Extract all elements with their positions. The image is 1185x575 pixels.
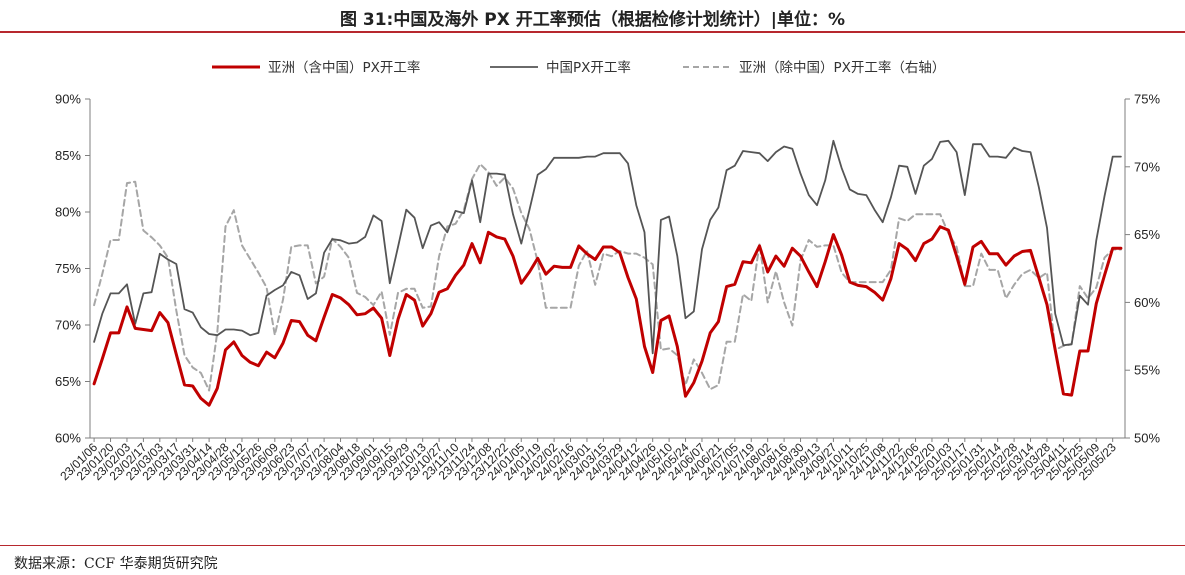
left-axis-tick-label: 80% (55, 205, 81, 220)
right-axis-tick-label: 60% (1134, 295, 1160, 310)
line-chart: 亚洲（含中国）PX开工率 中国PX开工率 亚洲（除中国）PX开工率（右轴） 60%6… (55, 59, 1160, 483)
title-divider (0, 31, 1185, 33)
right-axis-tick-label: 55% (1134, 363, 1160, 378)
legend-label-2: 亚洲（除中国）PX开工率（右轴） (739, 59, 945, 76)
left-axis-tick-label: 60% (55, 431, 81, 446)
right-axis-tick-label: 70% (1134, 159, 1160, 174)
left-axis-tick-label: 75% (55, 261, 81, 276)
series-line-2 (93, 163, 1122, 392)
right-axis-tick-label: 50% (1134, 431, 1160, 446)
left-axis-tick-label: 65% (55, 374, 81, 389)
x-axis-tick-labels: 23/01/0623/01/2023/02/0323/02/1723/03/03… (57, 438, 1119, 483)
chart-legend: 亚洲（含中国）PX开工率 中国PX开工率 亚洲（除中国）PX开工率（右轴） (212, 59, 945, 76)
legend-label-1: 中国PX开工率 (546, 59, 631, 76)
chart-title: 图 31:中国及海外 PX 开工率预估（根据检修计划统计）|单位：% (339, 10, 846, 30)
chart-axes: 60% 65% 70% 75% 80% 85% 90% 50% 55% 60% 65% 70% 75% (55, 92, 1160, 446)
left-axis-tick-label: 90% (55, 92, 81, 107)
left-axis-tick-label: 85% (55, 148, 81, 163)
right-axis-tick-label: 75% (1134, 92, 1160, 107)
right-axis-tick-label: 65% (1134, 227, 1160, 242)
left-axis-tick-label: 70% (55, 318, 81, 333)
chart-series (92, 139, 1123, 407)
series-line-1 (93, 139, 1122, 355)
source-note: 数据来源：CCF 华泰期货研究院 (14, 556, 218, 572)
footer-divider (0, 545, 1185, 546)
legend-label-0: 亚洲（含中国）PX开工率 (268, 59, 420, 76)
series-line-0 (92, 225, 1123, 407)
